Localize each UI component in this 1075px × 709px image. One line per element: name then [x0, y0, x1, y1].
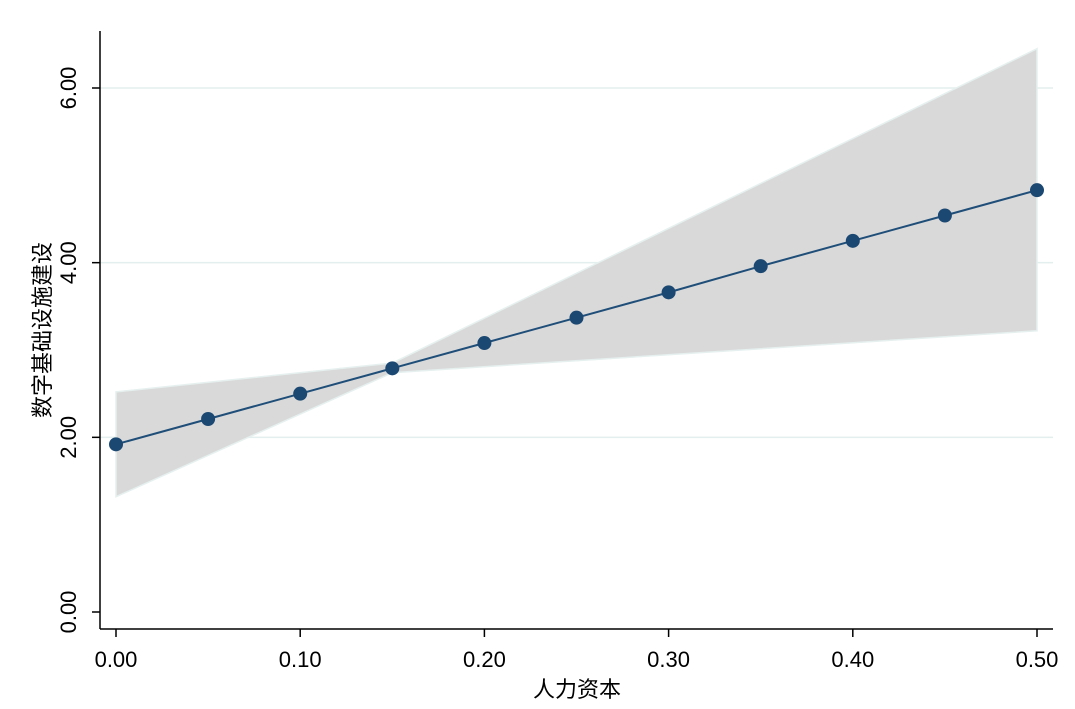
x-tick-label: 0.40	[831, 647, 874, 672]
data-point	[293, 387, 307, 401]
x-tick-label: 0.50	[1016, 647, 1059, 672]
confidence-band	[116, 49, 1037, 497]
y-axis-title: 数字基础设施建设	[31, 242, 56, 418]
data-point	[570, 311, 584, 325]
data-point	[385, 361, 399, 375]
x-tick-label: 0.00	[95, 647, 138, 672]
x-tick-label: 0.10	[279, 647, 322, 672]
data-point	[754, 259, 768, 273]
data-point	[477, 336, 491, 350]
x-tick-label: 0.20	[463, 647, 506, 672]
x-axis-title: 人力资本	[533, 678, 621, 703]
data-point	[1030, 183, 1044, 197]
y-tick-label: 2.00	[56, 416, 81, 459]
x-tick-label: 0.30	[647, 647, 690, 672]
data-point	[846, 234, 860, 248]
y-tick-label: 6.00	[56, 67, 81, 110]
chart-canvas: 0.00 0.10 0.20 0.30 0.40 0.50 0.00 2.00 4.00 6.00…	[0, 0, 1075, 709]
data-point	[201, 412, 215, 426]
data-point	[938, 209, 952, 223]
data-point	[109, 437, 123, 451]
y-tick-label: 0.00	[56, 591, 81, 634]
data-point	[662, 285, 676, 299]
y-tick-label: 4.00	[56, 241, 81, 284]
confidence-band-group	[116, 49, 1037, 497]
